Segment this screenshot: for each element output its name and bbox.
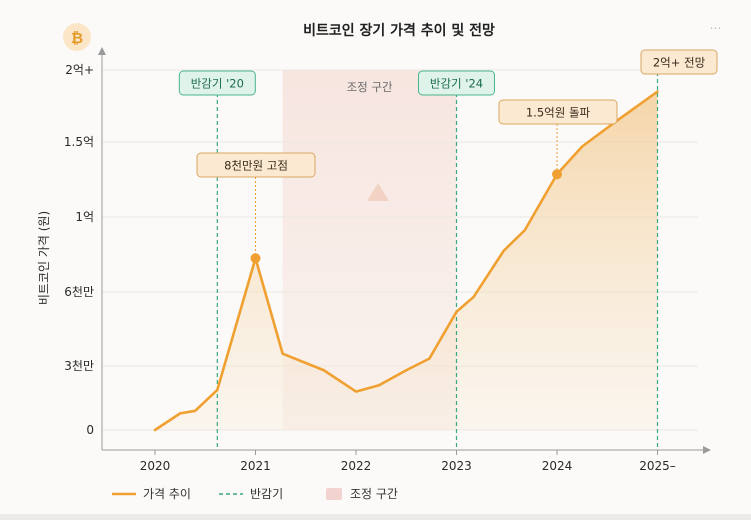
axis-layer: 0 3천만 6천만 1억 1.5억 2억+ 2020 2021 2022 2023 2024 2025… bbox=[64, 47, 711, 473]
y-tick-label: 1.5억 bbox=[64, 135, 94, 149]
annotation-box bbox=[196, 152, 316, 178]
x-tick-label: 2024 bbox=[542, 459, 573, 473]
area-layer bbox=[155, 91, 658, 430]
halving-badge-label: 반감기 '20 bbox=[191, 77, 244, 91]
legend-label-halving: 반감기 bbox=[250, 487, 283, 501]
halving-badge-label: 반감기 '24 bbox=[430, 77, 483, 91]
x-axis-arrow-icon bbox=[703, 446, 711, 454]
legend-label-price: 가격 추이 bbox=[143, 487, 191, 501]
x-tick-label: 2023 bbox=[441, 459, 472, 473]
y-tick-label: 2억+ bbox=[65, 63, 94, 77]
annotation-box bbox=[498, 99, 618, 125]
x-tick-label: 2025– bbox=[639, 459, 676, 473]
halving-badge bbox=[178, 70, 256, 96]
halving-badge bbox=[418, 70, 495, 96]
legend-swatch-correction bbox=[326, 488, 342, 500]
annotation-point bbox=[250, 253, 261, 264]
price-area-fill bbox=[155, 91, 658, 430]
y-axis-label: 비트코인 가격 (원) bbox=[37, 211, 51, 305]
legend-layer: 가격 추이 반감기 조정 구간 bbox=[112, 487, 398, 501]
annotation-label: 8천만원 고점 bbox=[224, 159, 288, 173]
price-line bbox=[153, 90, 659, 432]
x-tick-label: 2022 bbox=[341, 459, 372, 473]
x-tick-label: 2021 bbox=[240, 459, 271, 473]
x-tick-label: 2020 bbox=[140, 459, 171, 473]
bitcoin-logo: ₿ bbox=[63, 23, 91, 51]
y-tick-label: 1억 bbox=[75, 210, 94, 224]
legend-label-correction: 조정 구간 bbox=[350, 487, 398, 501]
annotation-label: 2억+ 전망 bbox=[653, 56, 706, 70]
y-tick-label: 0 bbox=[86, 423, 94, 437]
annotation-point bbox=[552, 169, 562, 180]
annotation-layer: 8천만원 고점 1.5억원 돌파 2억+ 전망 bbox=[196, 49, 718, 264]
line-layer bbox=[153, 90, 659, 432]
halving-layer: 반감기 '20 반감기 '24 bbox=[178, 70, 659, 450]
y-axis-arrow-icon bbox=[98, 47, 106, 55]
annotation-label: 1.5억원 돌파 bbox=[526, 106, 591, 120]
y-tick-label: 3천만 bbox=[64, 358, 94, 373]
annotation-box bbox=[640, 49, 718, 75]
correction-zone-label: 조정 구간 bbox=[347, 80, 393, 94]
y-tick-label: 6천만 bbox=[64, 284, 94, 299]
bottom-strip bbox=[0, 514, 751, 520]
more-menu-icon[interactable]: ⋯ bbox=[710, 21, 723, 35]
chart-title: 비트코인 장기 가격 추이 및 전망 bbox=[303, 22, 495, 39]
zone-triangle-icon bbox=[367, 183, 389, 201]
bitcoin-icon: ₿ bbox=[71, 29, 83, 47]
